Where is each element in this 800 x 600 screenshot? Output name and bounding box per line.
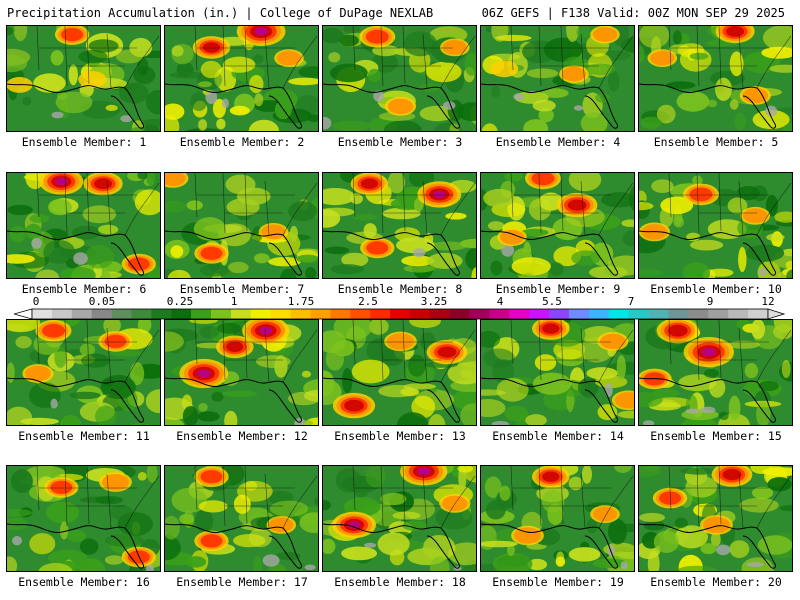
ensemble-member-map [638, 465, 793, 572]
model-run-valid-time: 06Z GEFS | F138 Valid: 00Z MON SEP 29 20… [481, 6, 785, 20]
ensemble-member-label: Ensemble Member: 4 [495, 135, 621, 149]
legend-color-swatch [211, 309, 232, 319]
legend-color-swatch [748, 309, 769, 319]
ensemble-member-label: Ensemble Member: 11 [18, 429, 150, 443]
legend-color-swatch [648, 309, 669, 319]
ensemble-member-label: Ensemble Member: 9 [495, 282, 621, 296]
ensemble-member-label: Ensemble Member: 12 [176, 429, 308, 443]
ensemble-member-map [6, 25, 161, 132]
ensemble-member-map [638, 172, 793, 279]
legend-tick-label: 9 [706, 295, 714, 308]
legend-color-swatch [310, 309, 331, 319]
ensemble-member-map [6, 172, 161, 279]
legend-color-swatch [509, 309, 530, 319]
ensemble-member-label: Ensemble Member: 2 [179, 135, 305, 149]
ensemble-member-map [164, 25, 319, 132]
ensemble-member-map [480, 465, 635, 572]
legend-tick-label: 5.5 [542, 295, 562, 308]
legend-color-swatch [549, 309, 570, 319]
ensemble-member-label: Ensemble Member: 17 [176, 575, 308, 589]
ensemble-member-label: Ensemble Member: 7 [179, 282, 305, 296]
ensemble-member-label: Ensemble Member: 18 [334, 575, 466, 589]
legend-color-swatch [688, 309, 709, 319]
ensemble-member-label: Ensemble Member: 10 [650, 282, 782, 296]
legend-color-swatch [588, 309, 610, 319]
ensemble-member-label: Ensemble Member: 16 [18, 575, 150, 589]
legend-color-swatch [469, 309, 490, 319]
ensemble-member-map [164, 319, 319, 426]
legend-color-swatch [51, 309, 73, 319]
ensemble-member-label: Ensemble Member: 15 [650, 429, 782, 443]
precipitation-colorbar-legend: 0 0.05 0.25 1 1.75 2.5 3.25 4 5.5 7 9 12 [14, 296, 786, 320]
legend-color-swatch [529, 309, 550, 319]
legend-tick-label: 12 [761, 295, 775, 308]
legend-color-swatch [350, 309, 371, 319]
ensemble-member-map [6, 319, 161, 426]
ensemble-member-map [638, 25, 793, 132]
legend-color-swatch [449, 309, 470, 319]
legend-color-swatch [32, 309, 53, 319]
legend-tick-label: 1.75 [287, 295, 315, 308]
map-title: Precipitation Accumulation (in.) | Colle… [7, 6, 434, 20]
legend-color-swatch [191, 309, 212, 319]
legend-color-swatch [230, 309, 252, 319]
ensemble-member-map [322, 25, 477, 132]
legend-color-swatch [151, 309, 172, 319]
legend-color-swatch [370, 309, 391, 319]
legend-color-swatch [171, 309, 192, 319]
legend-color-swatch [131, 309, 152, 319]
ensemble-member-map [6, 465, 161, 572]
legend-color-swatch [608, 309, 630, 319]
legend-tick-label: 7 [627, 295, 635, 308]
legend-color-swatch [728, 309, 749, 319]
legend-color-swatch [409, 309, 431, 319]
legend-tick-label: 0 [32, 295, 40, 308]
ensemble-member-map [164, 465, 319, 572]
legend-tick-label: 4 [496, 295, 504, 308]
legend-color-swatch [330, 309, 351, 319]
legend-color-swatch [390, 309, 411, 319]
legend-color-swatch [569, 309, 590, 319]
ensemble-member-label: Ensemble Member: 5 [653, 135, 779, 149]
legend-color-swatch [628, 309, 649, 319]
ensemble-member-label: Ensemble Member: 3 [337, 135, 463, 149]
legend-tick-label: 0.05 [88, 295, 116, 308]
ensemble-member-map [322, 465, 477, 572]
ensemble-member-map [480, 172, 635, 279]
legend-tick-label: 0.25 [166, 295, 194, 308]
legend-color-swatch [270, 309, 291, 319]
ensemble-member-map [480, 25, 635, 132]
ensemble-member-label: Ensemble Member: 19 [492, 575, 624, 589]
ensemble-member-label: Ensemble Member: 8 [337, 282, 463, 296]
legend-color-swatch [71, 309, 92, 319]
ensemble-member-map [638, 319, 793, 426]
legend-color-swatch [111, 309, 132, 319]
ensemble-member-map [322, 172, 477, 279]
legend-color-swatch [489, 309, 510, 319]
ensemble-member-label: Ensemble Member: 14 [492, 429, 624, 443]
ensemble-member-map [480, 319, 635, 426]
ensemble-member-label: Ensemble Member: 13 [334, 429, 466, 443]
legend-color-swatch [668, 309, 689, 319]
ensemble-member-label: Ensemble Member: 20 [650, 575, 782, 589]
legend-color-swatch [91, 309, 112, 319]
legend-color-swatch [290, 309, 311, 319]
legend-color-swatch [708, 309, 729, 319]
legend-tick-label: 2.5 [358, 295, 378, 308]
legend-tick-label: 1 [230, 295, 238, 308]
ensemble-member-map [164, 172, 319, 279]
legend-tick-label: 3.25 [420, 295, 448, 308]
ensemble-member-label: Ensemble Member: 1 [21, 135, 147, 149]
ensemble-member-map [322, 319, 477, 426]
ensemble-member-label: Ensemble Member: 6 [21, 282, 147, 296]
legend-color-swatch [429, 309, 451, 319]
legend-color-swatch [250, 309, 271, 319]
